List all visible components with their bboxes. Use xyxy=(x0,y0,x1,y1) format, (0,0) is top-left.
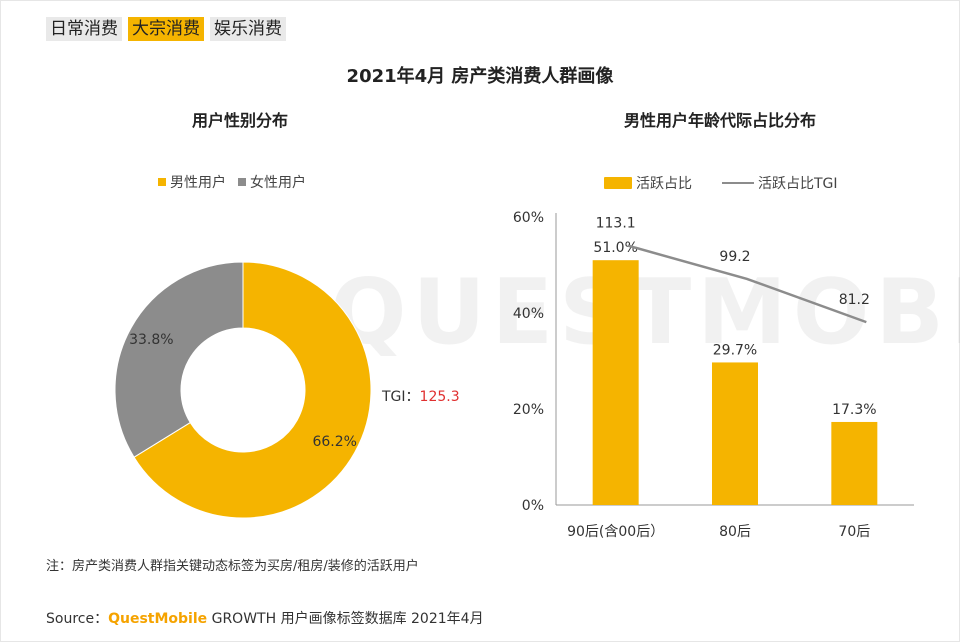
x-category-label: 80后 xyxy=(719,524,751,540)
legend-female-label: 女性用户 xyxy=(250,175,306,191)
donut-label-female: 33.8% xyxy=(129,332,173,348)
page-title: 2021年4月 房产类消费人群画像 xyxy=(346,66,614,87)
source-prefix: Source： xyxy=(46,611,109,627)
tgi-annotation: TGI：125.3 xyxy=(382,386,460,406)
tgi-value-label: 113.1 xyxy=(596,216,636,232)
gender-chart-title: 用户性别分布 xyxy=(191,111,288,130)
y-tick-label: 0% xyxy=(522,498,544,514)
y-tick-label: 20% xyxy=(513,402,544,418)
bar-active-share xyxy=(831,421,878,505)
x-category-label: 90后(含00后） xyxy=(567,524,664,540)
age-legend: 活跃占比 活跃占比TGI xyxy=(604,173,850,193)
legend-male: 男性用户 xyxy=(158,172,226,192)
bar-value-label: 51.0% xyxy=(593,240,637,256)
legend-female-swatch xyxy=(238,178,246,186)
donut-slice-male xyxy=(133,261,372,519)
tgi-value-label: 99.2 xyxy=(719,249,750,265)
legend-male-label: 男性用户 xyxy=(170,175,226,191)
legend-male-swatch xyxy=(158,178,166,186)
gender-legend: 男性用户 女性用户 xyxy=(158,172,318,192)
tgi-label: TGI： xyxy=(382,389,420,405)
legend-line-swatch xyxy=(722,182,754,184)
legend-line-label: 活跃占比TGI xyxy=(758,176,838,192)
tab-daily[interactable]: 日常消费 xyxy=(46,17,122,41)
bar-active-share xyxy=(592,260,639,505)
footnote: 注：房产类消费人群指关键动态标签为买房/租房/装修的活跃用户 xyxy=(46,559,419,574)
bar-value-label: 29.7% xyxy=(713,342,757,358)
legend-active-tgi: 活跃占比TGI xyxy=(722,173,838,193)
legend-female: 女性用户 xyxy=(238,172,306,192)
x-category-label: 70后 xyxy=(838,524,870,540)
donut-label-male: 66.2% xyxy=(312,434,356,450)
tgi-value: 125.3 xyxy=(419,389,460,405)
legend-active-share: 活跃占比 xyxy=(604,173,692,193)
source-line: Source：QuestMobile GROWTH 用户画像标签数据库 2021… xyxy=(46,608,484,628)
tgi-value-label: 81.2 xyxy=(839,292,870,308)
legend-bar-swatch xyxy=(604,177,632,189)
bar-value-label: 17.3% xyxy=(832,402,876,418)
tab-bulk[interactable]: 大宗消费 xyxy=(128,17,204,41)
source-brand: QuestMobile xyxy=(108,611,208,627)
y-tick-label: 60% xyxy=(513,210,544,226)
donut-slice-female xyxy=(114,261,244,458)
age-chart-title: 男性用户年龄代际占比分布 xyxy=(623,111,816,130)
tab-entertainment[interactable]: 娱乐消费 xyxy=(210,17,286,41)
tgi-line xyxy=(627,244,867,324)
legend-bar-label: 活跃占比 xyxy=(636,176,692,192)
category-tabs: 日常消费 大宗消费 娱乐消费 xyxy=(46,17,286,41)
y-tick-label: 40% xyxy=(513,306,544,322)
bar-active-share xyxy=(712,362,758,505)
source-text: GROWTH 用户画像标签数据库 2021年4月 xyxy=(211,611,484,627)
watermark: QUESTMOBILE xyxy=(330,260,960,365)
